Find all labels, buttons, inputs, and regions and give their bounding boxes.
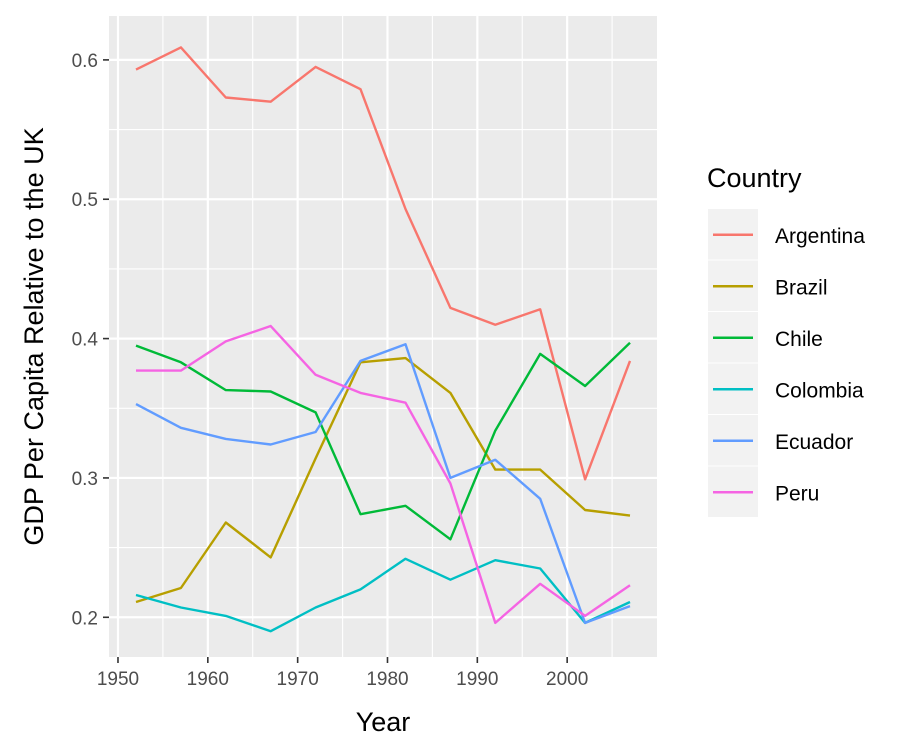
legend: Country Argentina Brazil Chile Colombia Ecua… (707, 163, 865, 517)
x-tick-label: 1960 (187, 669, 229, 690)
y-tick-label: 0.3 (72, 469, 98, 490)
x-tick-label: 1950 (97, 669, 139, 690)
series-line-argentina (135, 46, 632, 481)
series-lines (135, 46, 632, 633)
legend-label-brazil: Brazil (775, 276, 828, 299)
y-tick-label: 0.4 (72, 330, 99, 351)
series-line-ecuador (135, 343, 631, 625)
x-axis: 1950 1960 1970 1980 1990 2000 (97, 657, 588, 690)
x-tick-label: 1980 (366, 669, 408, 690)
series-line-peru (136, 324, 631, 625)
x-tick-label: 2000 (546, 669, 588, 690)
y-axis: 0.2 0.3 0.4 0.5 0.6 (72, 51, 109, 629)
x-tick-label: 1970 (277, 669, 319, 690)
series-line-colombia (135, 557, 631, 633)
grid-minor (109, 16, 657, 657)
series-line-chile (135, 341, 631, 541)
y-tick-label: 0.2 (72, 608, 98, 629)
legend-label-chile: Chile (775, 328, 823, 351)
series-line-brazil (135, 356, 631, 604)
y-tick-label: 0.5 (72, 190, 98, 211)
plot-panel (109, 16, 657, 657)
legend-title: Country (707, 163, 802, 193)
legend-label-argentina: Argentina (775, 225, 865, 248)
x-axis-title: Year (356, 707, 411, 737)
y-tick-label: 0.6 (72, 51, 98, 72)
x-tick-label: 1990 (456, 669, 498, 690)
grid-major (109, 16, 657, 657)
legend-label-ecuador: Ecuador (775, 431, 853, 454)
legend-label-peru: Peru (775, 482, 819, 505)
legend-label-colombia: Colombia (775, 379, 864, 402)
y-axis-title: GDP Per Capita Relative to the UK (19, 127, 49, 545)
